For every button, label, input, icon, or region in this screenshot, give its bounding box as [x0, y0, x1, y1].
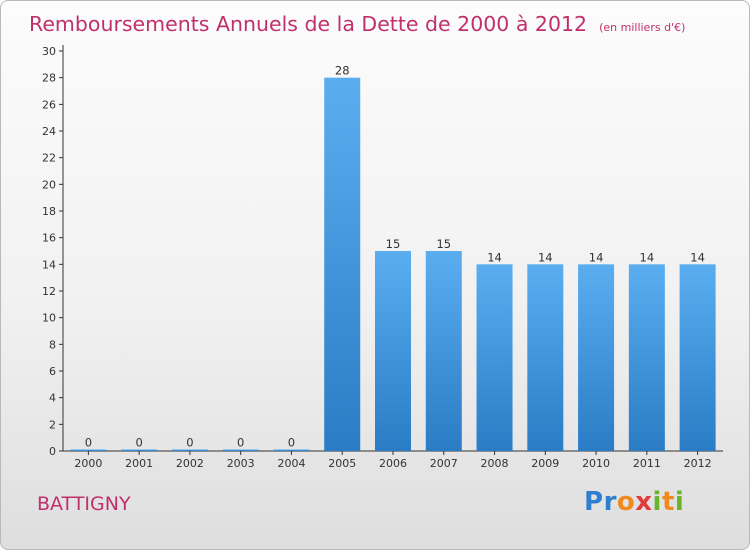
x-tick-label: 2006 — [379, 457, 407, 470]
commune-name: BATTIGNY — [37, 493, 131, 515]
x-tick-label: 2011 — [633, 457, 661, 470]
bar-value-label: 14 — [690, 250, 705, 264]
x-tick-label: 2001 — [125, 457, 153, 470]
logo-letter: P — [584, 487, 604, 517]
logo-letter: x — [635, 487, 653, 517]
bar — [273, 449, 310, 451]
x-tick-label: 2005 — [328, 457, 356, 470]
x-tick-label: 2007 — [430, 457, 458, 470]
x-tick-label: 2009 — [531, 457, 559, 470]
bar-value-label: 0 — [135, 436, 142, 450]
y-tick-label: 0 — [49, 445, 56, 458]
x-tick-label: 2010 — [582, 457, 610, 470]
y-tick-label: 6 — [49, 365, 56, 378]
bar-value-label: 15 — [436, 237, 451, 251]
x-tick-label: 2003 — [227, 457, 255, 470]
bar — [324, 77, 361, 452]
bar — [171, 449, 208, 451]
bar-value-label: 28 — [335, 64, 350, 78]
bar — [527, 264, 564, 451]
bar — [578, 264, 615, 451]
bar-value-label: 0 — [85, 436, 92, 450]
y-tick-label: 2 — [49, 418, 56, 431]
bar — [375, 251, 411, 451]
x-tick-label: 2000 — [74, 457, 102, 470]
y-tick-label: 10 — [42, 312, 56, 325]
y-tick-label: 18 — [42, 205, 56, 218]
y-tick-label: 20 — [42, 178, 56, 191]
y-tick-label: 16 — [42, 232, 56, 245]
logo-letter: i — [652, 487, 662, 517]
y-tick-label: 24 — [42, 125, 56, 138]
y-tick-label: 28 — [42, 72, 56, 85]
bar — [679, 264, 716, 451]
bar-value-label: 14 — [487, 250, 502, 264]
y-tick-label: 26 — [42, 98, 56, 111]
y-tick-label: 8 — [49, 338, 56, 351]
bars: 0 0 0 0 0 28 15 15 14 14 14 14 14 — [70, 64, 716, 452]
chart-title-text: Remboursements Annuels de la Dette de 20… — [29, 12, 587, 36]
y-tick-label: 30 — [42, 45, 56, 58]
bar-value-label: 0 — [237, 436, 244, 450]
bar-value-label: 14 — [589, 250, 604, 264]
bar — [425, 251, 462, 451]
logo-letter: o — [616, 487, 636, 517]
chart-unit: (en milliers d'€) — [599, 21, 685, 34]
x-tick-label: 2002 — [176, 457, 204, 470]
x-tick-label: 2012 — [684, 457, 712, 470]
bar-value-label: 0 — [288, 436, 295, 450]
x-tick-label: 2008 — [481, 457, 509, 470]
y-tick-label: 14 — [42, 258, 56, 271]
proxiti-logo: Proxiti — [584, 487, 684, 517]
logo-letter: t — [661, 487, 675, 517]
bar — [628, 264, 665, 451]
bar — [70, 449, 107, 451]
y-tick-label: 22 — [42, 152, 56, 165]
bar — [121, 449, 158, 451]
bar-value-label: 14 — [538, 250, 553, 264]
chart-title: Remboursements Annuels de la Dette de 20… — [29, 12, 685, 36]
bar — [476, 264, 513, 451]
x-tick-label: 2004 — [277, 457, 305, 470]
y-tick-label: 12 — [42, 285, 56, 298]
bar — [222, 449, 259, 451]
logo-letter: r — [603, 487, 617, 517]
bar-value-label: 14 — [640, 250, 655, 264]
logo-letter: i — [674, 487, 685, 517]
bar-value-label: 0 — [186, 436, 193, 450]
bar-value-label: 15 — [386, 237, 401, 251]
y-tick-label: 4 — [49, 392, 56, 405]
